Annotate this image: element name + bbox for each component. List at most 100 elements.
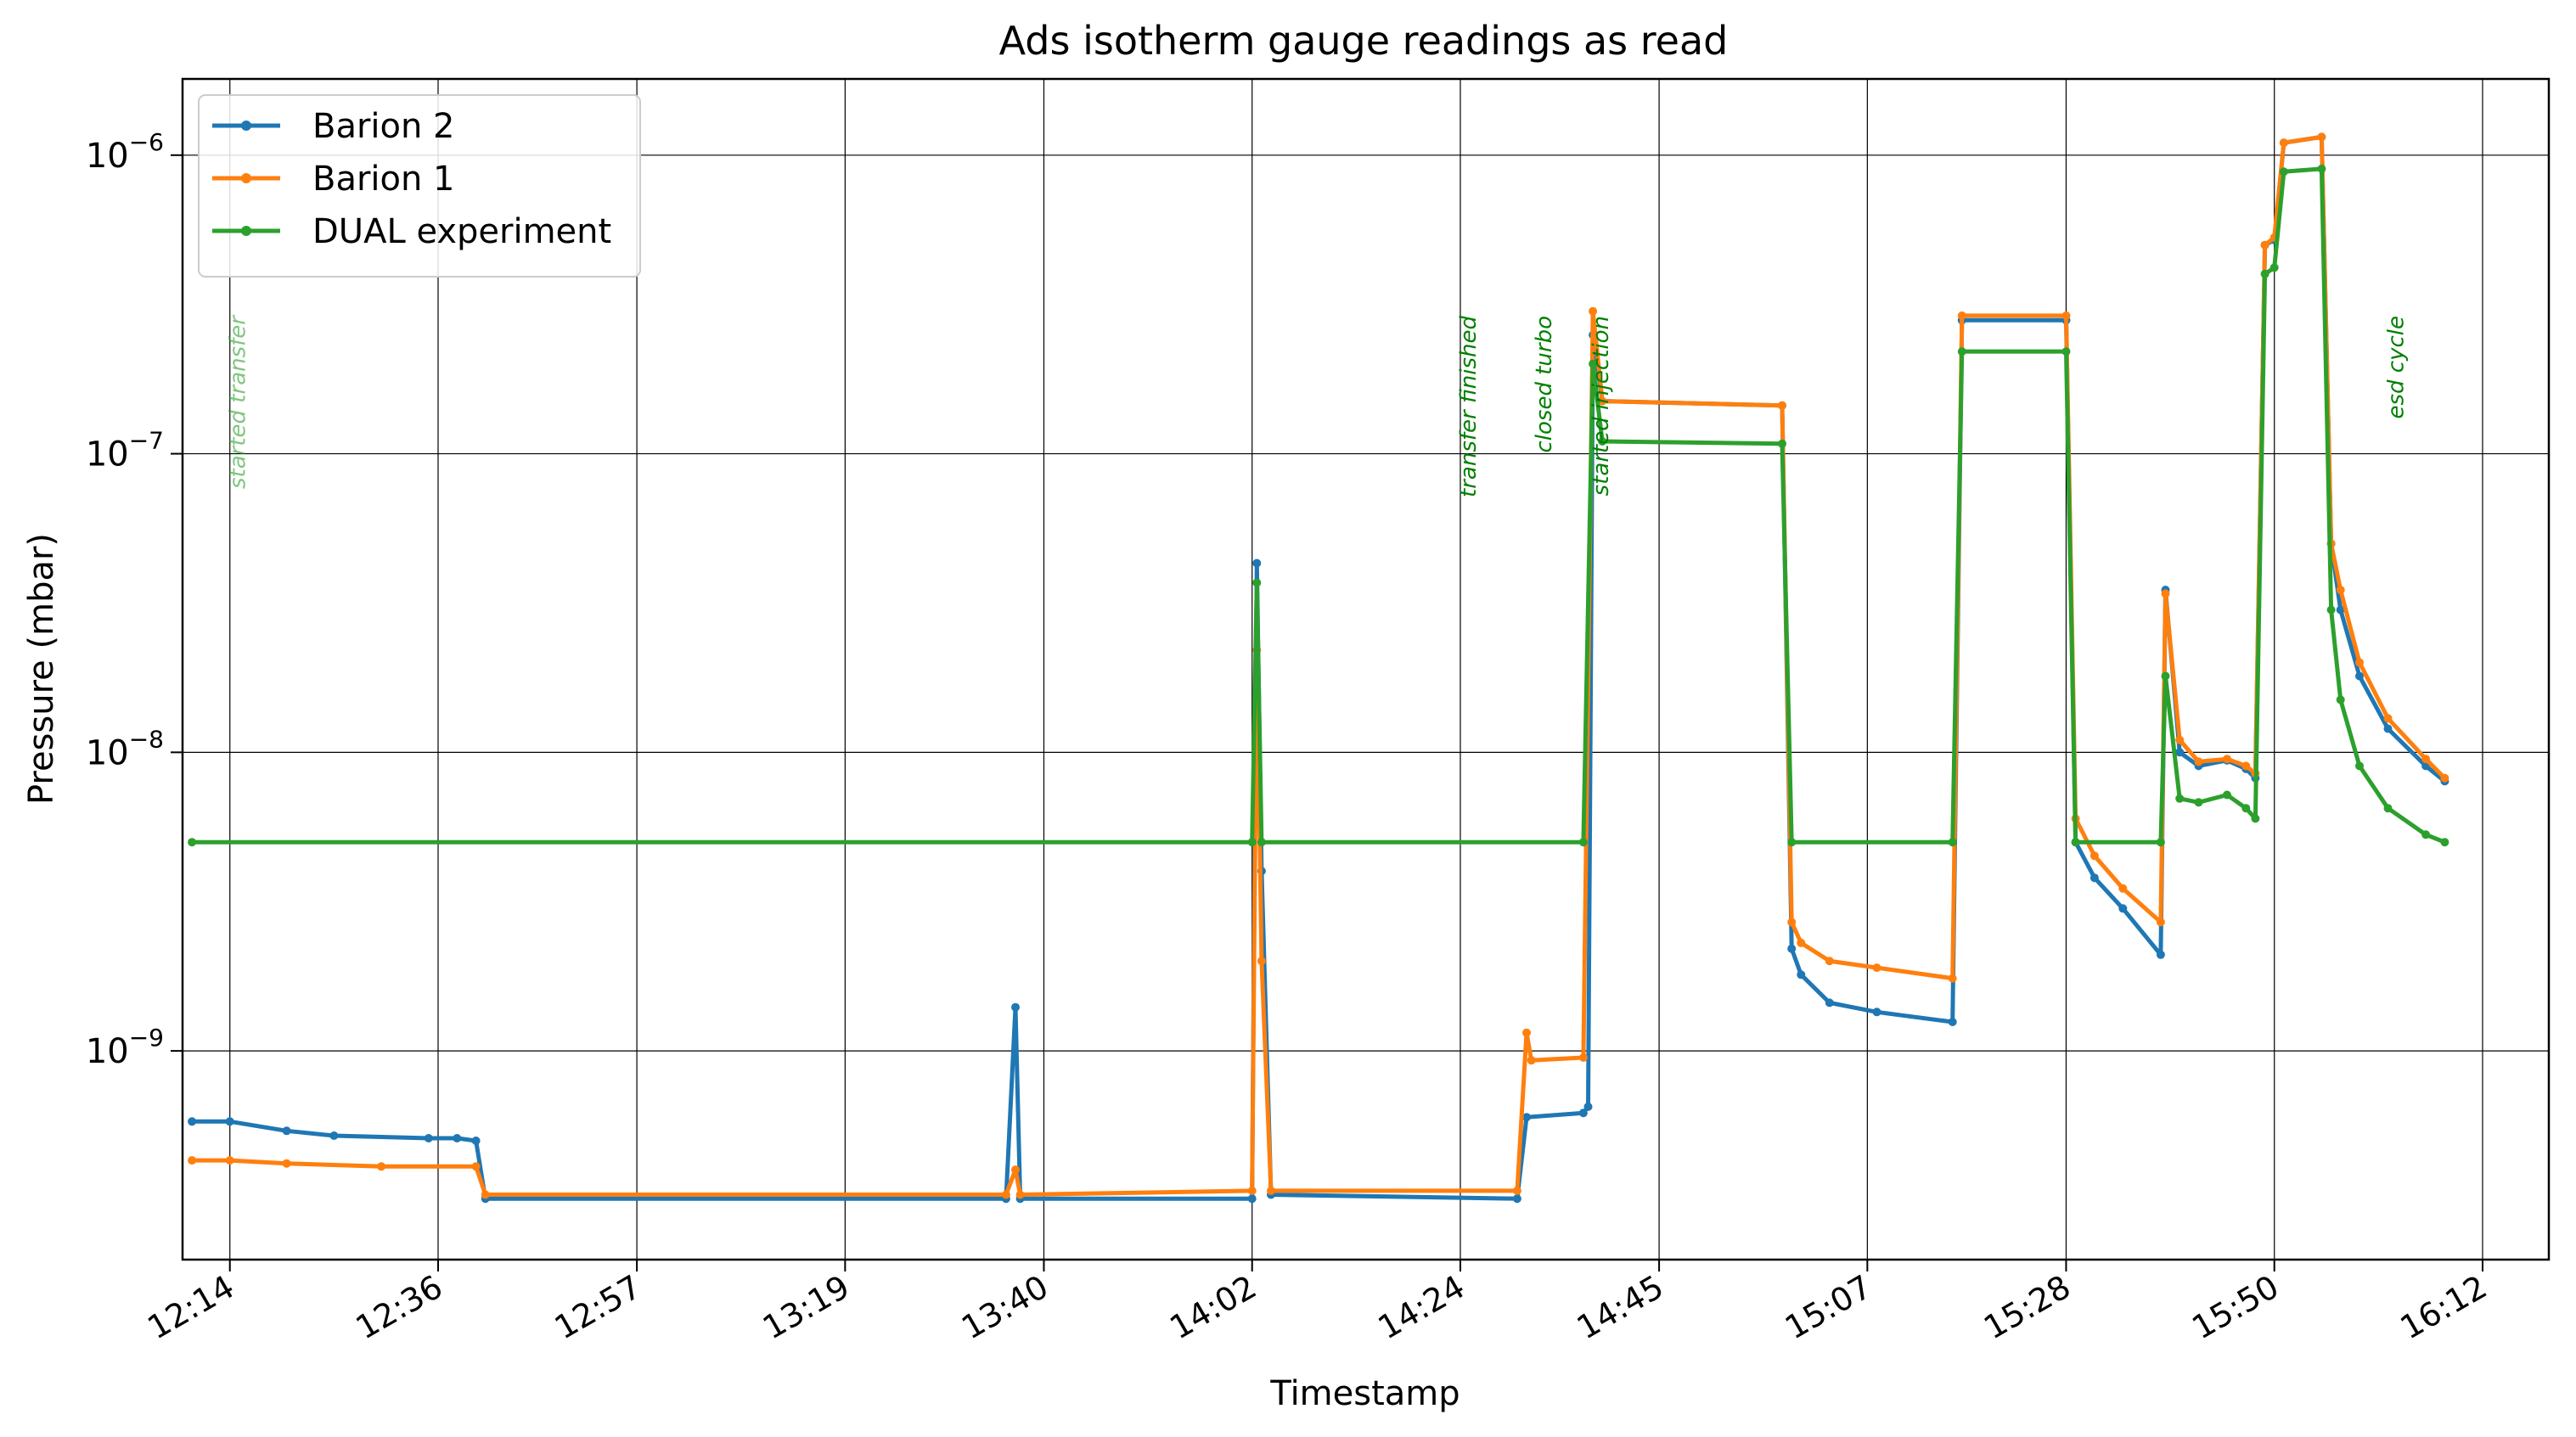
data-point [2336,586,2345,594]
data-point [282,1126,291,1136]
data-point [1598,437,1607,446]
y-tick-base: 10 [86,435,129,474]
annotation-label: esd cycle [2383,316,2409,419]
data-point [2089,873,2099,883]
data-point [1267,1186,1275,1195]
data-point [1797,938,1806,947]
data-point [1825,957,1834,966]
data-point [2156,950,2165,959]
data-point [225,1156,234,1165]
data-point [1015,1190,1025,1199]
y-tick-exponent: −9 [129,1024,164,1052]
annotations: started transfer transfer finished closed … [226,314,2410,497]
y-tick-base: 10 [86,137,129,176]
y-tick-base: 10 [86,733,129,772]
data-point [2071,838,2080,847]
data-point [225,1117,234,1126]
data-point [1522,1113,1531,1122]
data-point [2251,814,2260,823]
data-point [2061,311,2071,320]
legend-label: Barion 1 [312,160,455,199]
annotation-label: started injection [1589,316,1614,496]
y-tick-label: 10−6 [86,128,164,176]
legend-box [198,94,641,278]
data-point [329,1131,339,1140]
data-point [2223,790,2231,800]
data-point [1957,311,1966,320]
data-point [1578,838,1588,847]
data-point [1948,1018,1957,1026]
data-point [2355,671,2364,681]
data-point [2326,605,2336,615]
data-point [471,1137,481,1145]
data-point [2336,695,2345,704]
data-point [2194,798,2203,807]
data-point [2089,851,2099,861]
data-point [1512,1194,1521,1204]
data-point [1247,1194,1257,1204]
data-point [1948,838,1957,847]
data-point [1512,1186,1521,1195]
data-point [2440,838,2449,847]
y-tick-label: 10−7 [86,427,164,474]
data-point [2156,918,2165,927]
data-point [1872,963,1881,973]
data-point [1011,1165,1020,1175]
data-point [2336,605,2345,615]
data-point [188,1117,197,1126]
data-point [1252,559,1262,568]
data-point [1787,944,1797,953]
data-point [1957,347,1966,356]
data-point [1787,838,1797,847]
data-point [2355,658,2364,667]
data-point [1247,838,1257,847]
data-point [2194,757,2203,766]
data-point [1583,1102,1593,1111]
data-point [2161,589,2170,598]
data-point [2161,671,2170,681]
legend-marker [241,226,251,236]
data-point [2383,724,2393,733]
data-point [2269,263,2279,272]
data-point [2317,132,2326,142]
data-point [2156,838,2165,847]
data-point [1252,578,1262,587]
data-point [1522,1028,1531,1037]
annotation-label: transfer finished [1456,316,1482,497]
data-point [1001,1190,1010,1199]
y-tick-exponent: −7 [129,427,164,455]
data-point [2317,164,2326,173]
data-point [2355,761,2364,771]
data-point [2241,761,2251,771]
y-axis: 10−910−810−710−6 [86,128,183,1071]
data-point [2383,714,2393,723]
y-axis-title: Pressure (mbar) [22,533,61,805]
y-tick-base: 10 [86,1032,129,1071]
data-point [1578,1053,1588,1062]
data-point [2241,804,2251,813]
data-point [1787,918,1797,927]
annotation-label: closed turbo [1532,316,1557,453]
data-point [188,1156,197,1165]
series-dual-experiment [188,164,2449,847]
legend-label: DUAL experiment [312,212,611,251]
data-point [1598,396,1607,406]
y-tick-label: 10−8 [86,725,164,772]
data-point [2260,269,2269,278]
data-point [1948,974,1957,983]
data-point [481,1190,490,1199]
x-axis-title: Timestamp [1269,1374,1460,1413]
data-point [453,1134,462,1142]
data-point [2118,904,2128,913]
chart-title: Ads isotherm gauge readings as read [999,18,1729,64]
data-point [1257,838,1266,847]
data-point [2175,794,2185,803]
series-line [192,166,2446,845]
legend: Barion 2 Barion 1 DUAL experiment [198,94,641,278]
data-point [424,1134,433,1142]
data-point [2383,804,2393,813]
data-point [471,1162,481,1171]
data-point [2421,755,2431,764]
data-point [2279,138,2288,148]
